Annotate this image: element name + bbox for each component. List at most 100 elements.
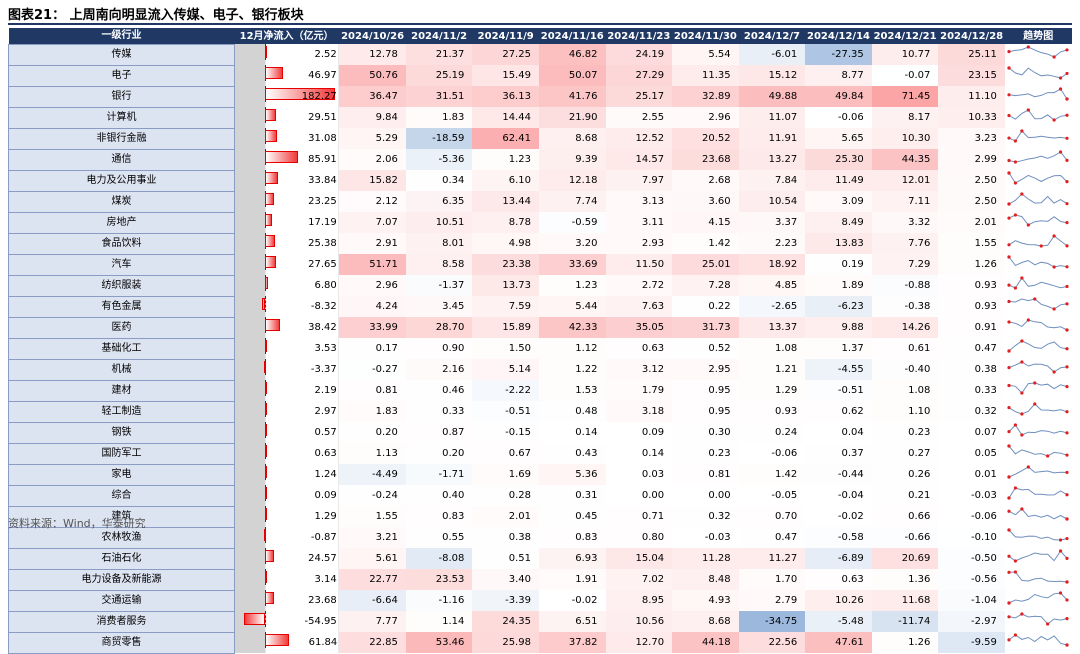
weekly-value-cell: 3.60 [672,191,739,213]
trend-max-point [1026,108,1030,112]
weekly-value-cell: 0.30 [672,422,739,444]
weekly-value-cell: -0.44 [805,464,872,486]
weekly-value-cell: 53.46 [405,632,473,654]
weekly-value-cell: 0.87 [405,422,473,444]
weekly-value-cell: 2.01 [472,506,539,528]
trend-end-point [1065,221,1069,225]
industry-cell: 煤炭 [8,190,235,213]
weekly-value-cell: 3.11 [605,212,673,234]
weekly-value-cell: 7.11 [871,191,939,213]
trend-min-point [1052,55,1056,59]
trend-min-point [1045,454,1050,458]
flow-value: 46.97 [308,70,337,82]
trend-line [1008,613,1068,625]
weekly-value-cell: 1.08 [871,380,939,402]
trend-max-point [1052,234,1056,238]
weekly-value-cell: 13.44 [472,191,539,213]
weekly-value-cell: -0.38 [871,296,939,318]
trend-end-point [1065,580,1069,584]
flow-bar [264,508,267,521]
flow-cell: 0.63 [234,443,340,465]
weekly-value-cell: -0.66 [871,527,939,549]
weekly-value-cell: 8.68 [672,611,739,633]
weekly-value-cell: 36.13 [472,86,539,108]
weekly-value-cell: 0.67 [472,443,539,465]
trend-sparkline [1007,276,1069,290]
flow-value: 27.65 [308,259,337,271]
industry-cell: 国防军工 [8,442,235,465]
trend-end-point [1065,385,1069,389]
table-row: 有色金属 -8.32 4.24 3.45 7.59 5.44 7.63 0.22 -2.65 -6… [8,295,1072,318]
trend-sparkline [1007,192,1069,206]
trend-cell [1005,380,1072,401]
weekly-value-cell: 3.32 [871,212,939,234]
weekly-value-cell: 3.12 [605,359,673,381]
weekly-value-cell: -0.27 [339,359,406,381]
weekly-value-cell: 23.68 [672,149,739,171]
weekly-value-cell: 9.88 [805,317,872,339]
flow-bar [264,67,283,80]
trend-max-point [1033,381,1037,385]
weekly-value-cell: 44.18 [672,632,739,654]
weekly-value-cell: 50.07 [538,65,606,87]
weekly-value-cell: 1.13 [339,443,406,465]
flow-cell: 3.14 [234,569,340,591]
weekly-value-cell: 0.83 [405,506,473,528]
weekly-value-cell: -2.97 [938,611,1005,633]
trend-max-point [1013,486,1017,490]
trend-sparkline [1007,45,1069,59]
trend-start-point [1007,406,1011,410]
weekly-value-cell: -6.23 [805,296,872,318]
weekly-value-cell: 0.31 [538,485,606,507]
flow-bar [264,172,278,185]
trend-sparkline [1007,339,1069,353]
flow-bar [264,382,267,395]
weekly-value-cell: 3.21 [339,527,406,549]
weekly-value-cell: 7.63 [605,296,673,318]
weekly-value-cell: -1.71 [405,464,473,486]
weekly-value-cell: 15.12 [738,65,806,87]
trend-cell [1005,65,1072,86]
trend-end-point [1065,180,1069,184]
trend-line [1008,67,1068,79]
table-row: 通信 85.91 2.06 -5.36 1.23 9.39 14.57 23.68 13.27 2… [8,148,1072,171]
trend-min-point [1020,433,1024,437]
weekly-value-cell: 1.08 [738,338,806,360]
weekly-value-cell: 0.66 [871,506,939,528]
weekly-value-cell: 31.51 [405,86,473,108]
weekly-value-cell: -0.03 [938,485,1005,507]
weekly-value-cell: 31.73 [672,317,739,339]
trend-cell [1005,464,1072,485]
trend-min-point [1052,265,1056,269]
weekly-value-cell: 0.47 [938,338,1005,360]
weekly-value-cell: 1.23 [538,275,606,297]
weekly-value-cell: 0.20 [339,422,406,444]
weekly-value-cell: 22.56 [738,632,806,654]
trend-end-point [1065,453,1069,457]
trend-cell [1005,590,1072,611]
weekly-value-cell: 0.23 [672,443,739,465]
flow-bar [263,361,266,374]
flow-bar [264,193,274,206]
weekly-value-cell: 0.80 [605,527,673,549]
weekly-value-cell: 11.91 [738,128,806,150]
weekly-value-cell: 37.82 [538,632,606,654]
weekly-value-cell: 0.46 [405,380,473,402]
weekly-value-cell: 25.01 [672,254,739,276]
weekly-value-cell: 7.97 [605,170,673,192]
column-header: 2024/12/21 [871,28,939,45]
trend-end-point [1065,265,1069,269]
trend-line [1008,592,1068,604]
flow-value: 17.19 [308,217,337,229]
weekly-value-cell: -0.02 [805,506,872,528]
trend-cell [1005,611,1072,632]
weekly-value-cell: 1.70 [738,569,806,591]
trend-start-point [1007,320,1011,324]
table-row: 综合 0.09 -0.24 0.40 0.28 0.31 0.00 0.00 -0.05 -0.0… [8,484,1072,507]
weekly-value-cell: 23.38 [472,254,539,276]
trend-line [1008,487,1068,499]
trend-max-point [1020,129,1024,133]
weekly-value-cell: 0.14 [605,443,673,465]
weekly-value-cell: 2.55 [605,107,673,129]
weekly-value-cell: 0.27 [871,443,939,465]
